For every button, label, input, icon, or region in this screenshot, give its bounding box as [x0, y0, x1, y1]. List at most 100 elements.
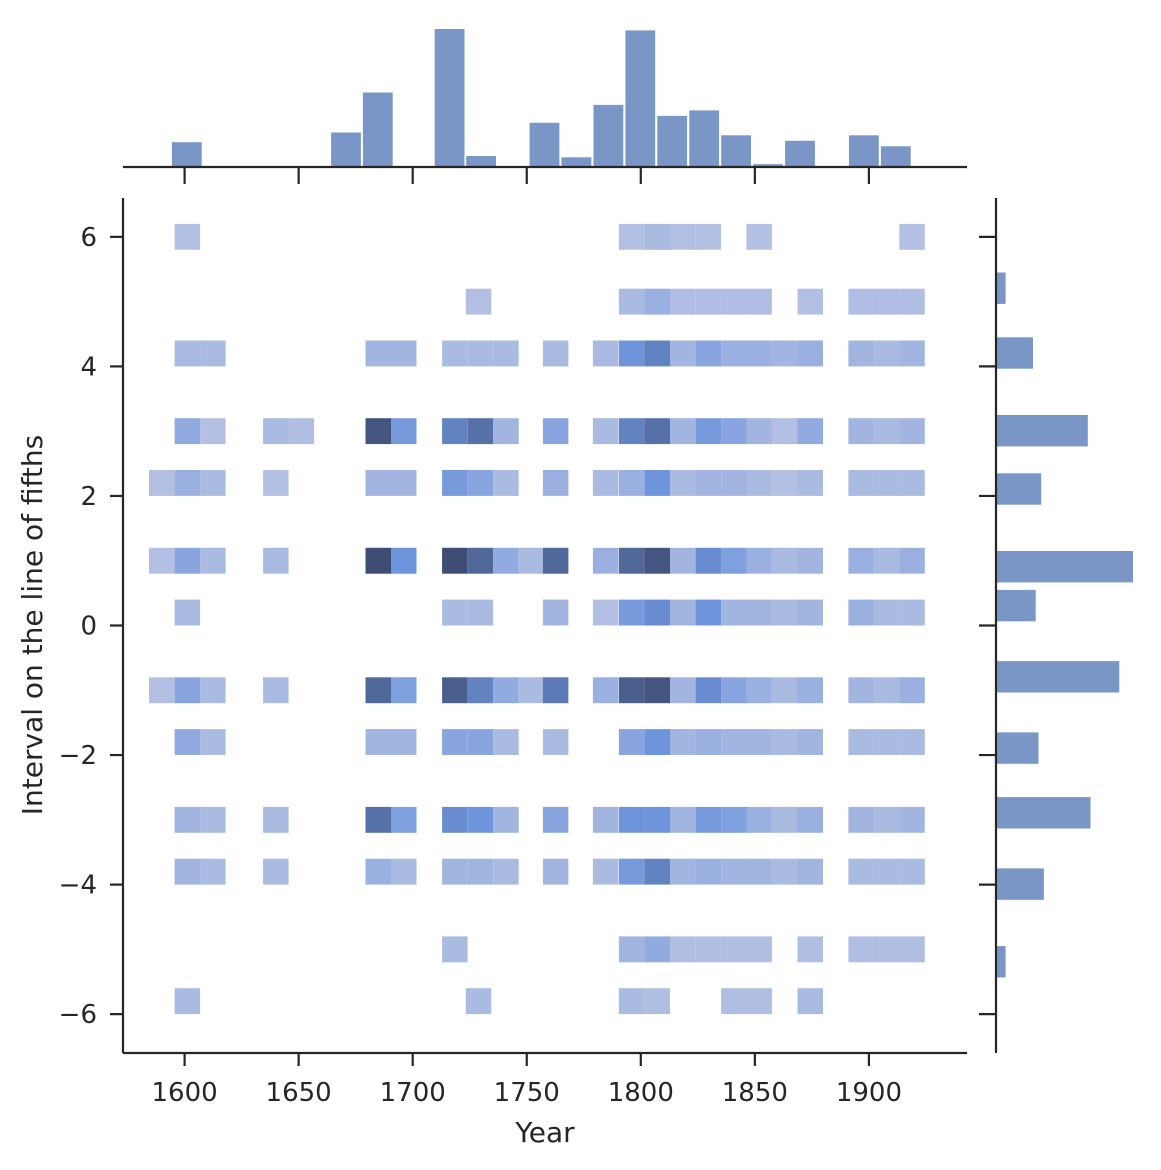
heatmap-cell: [899, 599, 925, 626]
heatmap-cell: [644, 677, 670, 704]
heatmap-cell: [746, 470, 772, 496]
heatmap-cell: [442, 599, 468, 626]
x-marginal-bar: [466, 156, 496, 167]
heatmap-cell: [695, 806, 722, 833]
heatmap-cell: [873, 806, 900, 833]
y-tick-label: 0: [80, 612, 97, 642]
heatmap-cell: [797, 288, 823, 315]
heatmap-cell: [200, 418, 226, 445]
heatmap-cell: [465, 288, 492, 315]
heatmap-cell: [200, 858, 226, 885]
x-tick-label: 1800: [608, 1078, 674, 1108]
heatmap-cell: [772, 599, 798, 626]
heatmap-cell: [200, 340, 226, 367]
heatmap-cell: [721, 936, 747, 963]
x-marginal-bar: [331, 132, 361, 167]
heatmap-cell: [746, 288, 772, 315]
heatmap-cell: [848, 288, 874, 315]
heatmap-cell: [618, 729, 645, 755]
heatmap-cell: [174, 677, 201, 704]
y-axis-label: Interval on the line of fifths: [16, 435, 49, 815]
heatmap-cell: [618, 223, 645, 250]
heatmap-cell: [848, 470, 874, 496]
heatmap-cell: [644, 729, 670, 755]
heatmap-cell: [873, 547, 900, 574]
y-marginal-bar: [996, 551, 1133, 583]
heatmap-cell: [848, 858, 874, 885]
heatmap-cell: [746, 729, 772, 755]
heatmap-cell: [467, 729, 494, 755]
heatmap-cell: [721, 470, 747, 496]
heatmap-cell: [772, 729, 798, 755]
heatmap-cell: [174, 470, 201, 496]
x-marginal-bars: [171, 29, 911, 168]
x-tick-label: 1700: [380, 1078, 446, 1108]
heatmap-cell: [465, 988, 492, 1015]
heatmap-cell: [618, 547, 645, 574]
heatmap-cell: [899, 858, 925, 885]
x-marginal-bar: [171, 142, 202, 167]
heatmap-cell: [899, 288, 925, 315]
x-tick-label: 1850: [722, 1078, 788, 1108]
y-marginal-bar: [996, 589, 1036, 622]
heatmap-cell: [493, 418, 519, 445]
heatmap-cell: [467, 547, 494, 574]
heatmap-cell: [518, 547, 544, 574]
heatmap-cell: [518, 677, 544, 704]
heatmap-cell: [746, 599, 772, 626]
x-tick-label: 1750: [494, 1078, 560, 1108]
y-marginal-bar: [996, 868, 1044, 900]
x-marginal-ticks: [183, 167, 871, 184]
heatmap-cell: [746, 418, 772, 445]
heatmap-cell: [899, 806, 925, 833]
heatmap-cell: [721, 288, 747, 315]
x-marginal-bar: [689, 110, 720, 167]
heatmap-cell: [365, 677, 391, 704]
x-tick-label: 1600: [152, 1078, 218, 1108]
x-marginal-bar: [753, 164, 783, 167]
y-marginal-bars: [996, 272, 1133, 978]
heatmap-cell: [174, 988, 201, 1015]
heatmap-cell: [644, 806, 670, 833]
heatmap-cell: [797, 418, 823, 445]
y-ticks: 6 4 2 0 −2 −4 −6: [59, 223, 123, 1030]
heatmap-cell: [365, 418, 391, 445]
heatmap-cell: [797, 936, 823, 963]
x-marginal-bar: [721, 135, 751, 167]
heatmap-cell: [592, 677, 619, 704]
heatmap-cell: [848, 547, 874, 574]
heatmap-cell: [772, 470, 798, 496]
heatmap-cell: [263, 470, 289, 496]
y-tick-label: −6: [59, 1000, 97, 1030]
heatmap-cell: [746, 858, 772, 885]
heatmap-cell: [797, 988, 823, 1015]
heatmap-cell: [542, 858, 569, 885]
heatmap-cell: [772, 418, 798, 445]
heatmap-cell: [442, 677, 468, 704]
heatmap-cell: [542, 599, 569, 626]
heatmap-cell: [149, 677, 175, 704]
heatmap-cell: [442, 936, 468, 963]
heatmap-cell: [467, 599, 494, 626]
heatmap-cell: [200, 470, 226, 496]
heatmap-cell: [263, 858, 289, 885]
heatmap-cell: [899, 677, 925, 704]
heatmap-cell: [467, 470, 494, 496]
heatmap-cell: [797, 340, 823, 367]
heatmap-cell: [391, 729, 417, 755]
heatmap-cell: [670, 288, 696, 315]
heatmap-cell: [873, 470, 900, 496]
heatmap-cell: [670, 223, 696, 250]
heatmap-cell: [365, 729, 391, 755]
y-marginal-bar: [996, 337, 1033, 369]
heatmap-cell: [542, 547, 569, 574]
heatmap-cell: [542, 677, 569, 704]
heatmap-cell: [542, 470, 569, 496]
heatmap-cell: [174, 223, 201, 250]
heatmap-cell: [899, 547, 925, 574]
y-marginal-bar: [996, 272, 1006, 304]
heatmap-cell: [542, 729, 569, 755]
heatmap-cell: [365, 340, 391, 367]
heatmap-cell: [797, 677, 823, 704]
x-marginal-bar: [880, 146, 911, 167]
